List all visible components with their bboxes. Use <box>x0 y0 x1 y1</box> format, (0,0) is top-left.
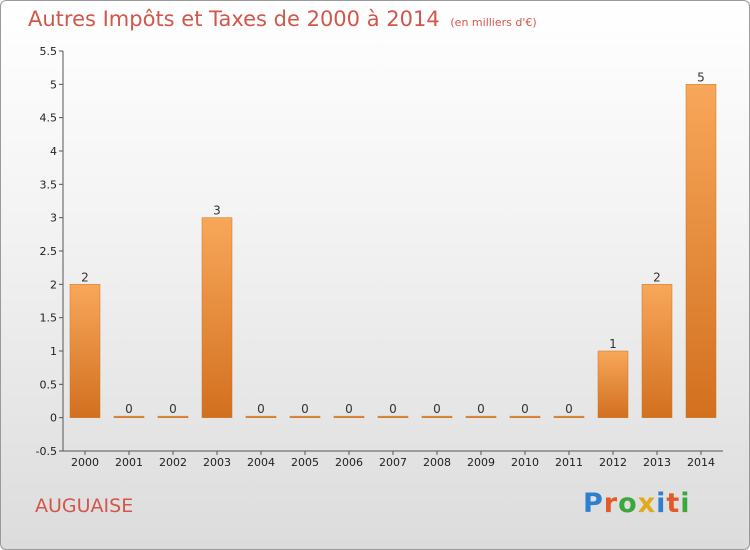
x-tick-label: 2001 <box>115 456 143 469</box>
value-label-2011: 0 <box>565 402 573 416</box>
value-label-2012: 1 <box>609 337 617 351</box>
bar-2013 <box>641 284 673 418</box>
x-tick-label: 2000 <box>71 456 99 469</box>
bar-2001 <box>113 415 145 418</box>
x-tick-label: 2013 <box>643 456 671 469</box>
x-tick-label: 2005 <box>291 456 319 469</box>
value-label-2013: 2 <box>653 270 661 284</box>
y-tick-label: 4 <box>50 145 57 158</box>
value-label-2001: 0 <box>125 402 133 416</box>
value-label-2003: 3 <box>213 204 221 218</box>
x-tick-label: 2003 <box>203 456 231 469</box>
value-label-2014: 5 <box>697 70 705 84</box>
bar-2008 <box>421 415 453 418</box>
bar-2002 <box>157 415 189 418</box>
y-tick-label: 2.5 <box>40 245 58 258</box>
bar-2012 <box>597 350 629 418</box>
bar-2000 <box>69 284 101 418</box>
subtitle-text: (en milliers d'€) <box>450 16 537 29</box>
x-tick-label: 2011 <box>555 456 583 469</box>
logo-letter: i <box>656 488 667 519</box>
bar-2004 <box>245 415 277 418</box>
y-tick-label: 1.5 <box>40 312 58 325</box>
value-label-2005: 0 <box>301 402 309 416</box>
value-label-2008: 0 <box>433 402 441 416</box>
title-text: Autres Impôts et Taxes de 2000 à 2014 <box>28 7 440 31</box>
x-tick-label: 2009 <box>467 456 495 469</box>
y-tick-label: 2 <box>50 278 57 291</box>
x-tick-label: 2012 <box>599 456 627 469</box>
bar-2014 <box>685 84 717 418</box>
y-tick-label: 4.5 <box>40 112 58 125</box>
logo-letter: x <box>637 488 657 519</box>
bar-2005 <box>289 415 321 418</box>
y-tick-label: 0 <box>50 412 57 425</box>
value-label-2010: 0 <box>521 402 529 416</box>
y-tick-label: 5 <box>50 78 57 91</box>
value-label-2007: 0 <box>389 402 397 416</box>
x-tick-label: 2007 <box>379 456 407 469</box>
bar-2009 <box>465 415 497 418</box>
value-label-2009: 0 <box>477 402 485 416</box>
town-name: AUGUAISE <box>35 495 134 517</box>
x-tick-label: 2006 <box>335 456 363 469</box>
bar-2006 <box>333 415 365 418</box>
x-tick-label: 2014 <box>687 456 715 469</box>
proxiti-logo[interactable]: Proxiti <box>583 488 691 519</box>
y-tick-label: 3.5 <box>40 178 58 191</box>
bar-2010 <box>509 415 541 418</box>
chart-title: Autres Impôts et Taxes de 2000 à 2014 (e… <box>28 7 537 31</box>
logo-letter: o <box>618 488 638 519</box>
logo-letter: i <box>680 488 691 519</box>
value-label-2006: 0 <box>345 402 353 416</box>
bar-2003 <box>201 217 233 418</box>
y-tick-label: 1 <box>50 345 57 358</box>
logo-letter: P <box>583 488 604 519</box>
value-label-2002: 0 <box>169 402 177 416</box>
y-tick-label: 0.5 <box>40 378 58 391</box>
x-tick-label: 2010 <box>511 456 539 469</box>
logo-letter: t <box>666 488 681 519</box>
bar-2007 <box>377 415 409 418</box>
value-label-2000: 2 <box>81 270 89 284</box>
data-labels: 2 0 0 3 0 0 0 0 0 0 0 0 1 2 5 <box>81 70 705 416</box>
y-tick-label: -0.5 <box>36 445 57 458</box>
bars <box>69 84 717 418</box>
y-tick-label: 3 <box>50 212 57 225</box>
y-tick-label: 5.5 <box>40 45 58 58</box>
logo-letter: r <box>603 488 619 519</box>
bar-2011 <box>553 415 585 418</box>
x-tick-label: 2004 <box>247 456 275 469</box>
value-label-2004: 0 <box>257 402 265 416</box>
x-tick-label: 2008 <box>423 456 451 469</box>
x-tick-label: 2002 <box>159 456 187 469</box>
